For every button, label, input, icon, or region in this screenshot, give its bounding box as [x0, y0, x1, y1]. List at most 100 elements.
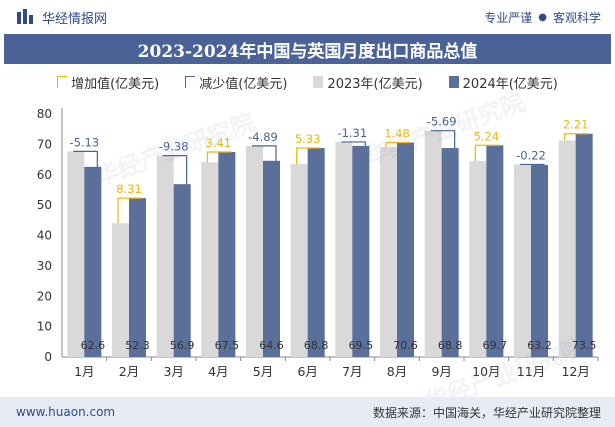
bar-2024 — [441, 148, 459, 357]
footer: www.huaon.com 数据来源：中国海关，华经产业研究院整理 — [0, 397, 615, 427]
legend-2023-label: 2023年(亿美元) — [327, 76, 423, 92]
tagline-right: 客观科学 — [552, 10, 601, 25]
x-tick-label: 10月 — [472, 364, 500, 379]
y-tick-label: 80 — [37, 107, 52, 121]
difference-bracket — [117, 197, 142, 224]
bar-2024 — [486, 145, 504, 357]
brand-logo-icon — [17, 9, 33, 24]
value-label-2024: 62.6 — [81, 339, 106, 352]
y-tick-label: 20 — [37, 289, 52, 303]
bar-2024 — [531, 165, 548, 357]
x-tick-label: 2月 — [119, 364, 139, 379]
difference-bracket — [296, 147, 321, 165]
bar-2024 — [575, 133, 593, 357]
legend-increase[interactable]: 增加值(亿美元) — [57, 73, 159, 92]
bar-2023 — [380, 147, 397, 357]
legend-2023[interactable]: 2023年(亿美元) — [313, 73, 423, 92]
value-label-2024: 64.6 — [259, 339, 284, 352]
legend-increase-label: 增加值(亿美元) — [71, 76, 160, 92]
value-label-2024: 73.5 — [572, 339, 597, 352]
bar-2023 — [67, 151, 85, 357]
tagline-left: 专业严谨 — [484, 10, 533, 25]
bar-2023 — [424, 130, 442, 357]
brand[interactable]: 华经情报网 — [16, 8, 107, 27]
x-tick-label: 1月 — [74, 364, 94, 379]
difference-bracket — [73, 150, 98, 167]
bar-2024 — [218, 151, 236, 357]
value-label-2024: 69.5 — [349, 339, 374, 352]
x-tick-label: 6月 — [297, 364, 317, 379]
difference-bracket — [430, 130, 456, 149]
tagline: 专业严谨 ● 客观科学 — [484, 9, 601, 26]
y-tick-label: 40 — [37, 229, 52, 243]
y-tick-label: 30 — [37, 259, 52, 273]
bar-2024 — [263, 160, 280, 357]
y-tick-label: 70 — [37, 137, 52, 151]
bar-2024 — [352, 145, 370, 357]
bar-2024 — [173, 184, 191, 357]
difference-bracket — [206, 151, 232, 163]
difference-label: 5.33 — [295, 132, 321, 146]
legend-2024-swatch — [448, 76, 459, 88]
footer-source: 数据来源：中国海关，华经产业研究院整理 — [372, 405, 601, 420]
bar-2023 — [514, 164, 531, 357]
x-tick-label: 11月 — [517, 364, 545, 379]
y-tick-label: 0 — [44, 350, 52, 364]
value-label-2024: 56.9 — [170, 339, 195, 352]
value-label-2024: 52.3 — [125, 339, 150, 352]
y-tick-label: 50 — [37, 198, 52, 212]
difference-label: -5.69 — [427, 115, 457, 129]
footer-url[interactable]: www.huaon.com — [16, 405, 116, 419]
x-tick-label: 9月 — [431, 364, 451, 379]
difference-bracket — [520, 163, 545, 166]
bar-chart: 0 10 20 30 40 50 60 70 80 -5.13 62.6 1月 8.31 52.3 2月 -9… — [37, 107, 599, 379]
difference-label: 8.31 — [116, 182, 142, 196]
legend-2024[interactable]: 2024年(亿美元) — [448, 73, 558, 92]
bar-2024 — [307, 148, 325, 357]
x-tick-label: 5月 — [253, 364, 273, 379]
bar-2024 — [129, 198, 146, 357]
bar-2023 — [246, 145, 263, 357]
difference-bracket — [564, 133, 589, 141]
difference-label: 2.21 — [563, 118, 589, 132]
bar-2023 — [558, 140, 576, 357]
value-label-2024: 63.2 — [527, 339, 552, 352]
value-label-2024: 70.6 — [393, 339, 418, 352]
bar-2023 — [156, 155, 174, 357]
difference-bracket — [474, 144, 500, 162]
difference-label: -4.89 — [248, 130, 278, 144]
difference-bracket — [162, 155, 188, 185]
difference-label: 5.24 — [474, 129, 500, 143]
legend-2023-swatch — [313, 76, 324, 88]
legend-decrease-swatch — [185, 76, 196, 88]
difference-label: -1.31 — [337, 126, 367, 140]
bar-2023 — [112, 223, 129, 357]
brand-name: 华经情报网 — [42, 11, 108, 27]
bar-2023 — [201, 162, 219, 357]
value-label-2024: 69.7 — [483, 339, 508, 352]
bar-2023 — [335, 141, 353, 357]
tagline-dot: ● — [538, 11, 547, 23]
legend-decrease[interactable]: 减少值(亿美元) — [185, 73, 287, 92]
bar-2024 — [84, 166, 102, 357]
value-label-2024: 68.8 — [304, 339, 329, 352]
value-label-2024: 68.8 — [438, 339, 463, 352]
difference-bracket — [385, 141, 410, 148]
bar-2023 — [290, 164, 308, 357]
difference-label: 1.48 — [384, 127, 410, 141]
x-tick-label: 8月 — [387, 364, 407, 379]
x-tick-label: 4月 — [208, 364, 228, 379]
y-tick-label: 10 — [37, 320, 52, 334]
legend-2024-label: 2024年(亿美元) — [462, 76, 558, 92]
x-tick-label: 3月 — [163, 364, 183, 379]
difference-bracket — [252, 145, 277, 161]
bar-2023 — [469, 161, 487, 357]
difference-label: -9.38 — [159, 140, 189, 154]
legend-decrease-label: 减少值(亿美元) — [199, 76, 288, 92]
value-label-2024: 67.5 — [215, 339, 240, 352]
bar-2024 — [397, 142, 414, 357]
x-tick-label: 12月 — [561, 364, 589, 379]
top-bar: 华经情报网 专业严谨 ● 客观科学 — [0, 0, 615, 34]
legend-increase-swatch — [57, 76, 68, 88]
x-tick-label: 7月 — [342, 364, 362, 379]
